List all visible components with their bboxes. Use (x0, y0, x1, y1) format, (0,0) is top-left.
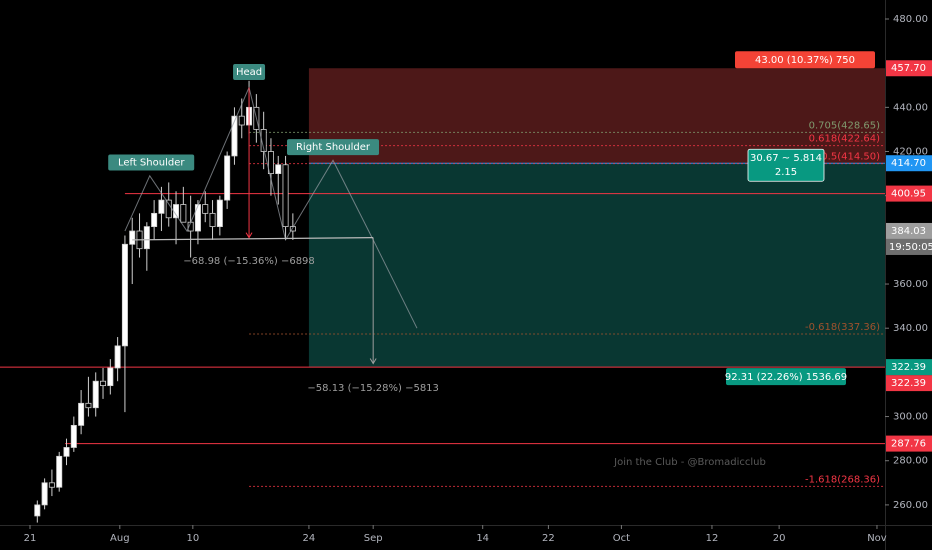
candle-body (202, 204, 209, 214)
level-tag: 457.70 (891, 63, 926, 74)
fib-label: 0.705(428.65) (809, 120, 881, 131)
y-tick-label: 420.00 (893, 147, 928, 158)
x-tick-label: Nov (867, 533, 887, 544)
candle-body (151, 212, 158, 228)
stop-zone (308, 68, 886, 164)
candle-body (100, 380, 107, 387)
pattern-label: Left Shoulder (118, 158, 185, 169)
candle-body (34, 504, 41, 517)
x-tick-label: 12 (706, 533, 719, 544)
y-tick-label: 480.00 (893, 14, 928, 25)
stop-label: 43.00 (10.37%) 750 (755, 55, 855, 66)
ratio-label: 2.15 (775, 167, 797, 178)
x-tick-label: 21 (24, 533, 37, 544)
candle-body (180, 204, 187, 223)
fib-label: -0.618(337.36) (805, 322, 880, 333)
level-tag: 322.39 (891, 378, 926, 389)
x-tick-label: Aug (110, 533, 130, 544)
x-tick-label: 14 (476, 533, 489, 544)
x-tick-label: 22 (542, 533, 555, 544)
measure-label: −68.98 (−15.36%) −6898 (183, 256, 315, 267)
fib-label: 0.618(422.64) (809, 134, 881, 145)
target-label: 92.31 (22.26%) 1536.69 (725, 372, 847, 383)
candle-body (63, 447, 70, 457)
candle-body (143, 226, 150, 250)
candle-body (209, 212, 216, 228)
candle-body (56, 455, 63, 488)
pattern-label-bg (108, 154, 195, 171)
candle-body (92, 380, 99, 409)
level-tag: 400.95 (891, 189, 926, 200)
fib-label: -1.618(268.36) (805, 474, 880, 485)
candle-body (282, 164, 289, 228)
level-tag: 287.76 (891, 439, 926, 450)
candle-body (70, 424, 77, 448)
x-tick-label: Oct (613, 533, 630, 544)
x-tick-label: Sep (364, 533, 383, 544)
candle-body (275, 164, 282, 175)
entry-tag-bg (886, 155, 932, 172)
candle-body (194, 204, 201, 232)
candle-body (224, 155, 231, 201)
x-tick-label: 20 (773, 533, 786, 544)
candle-body (158, 199, 165, 214)
neckline (132, 237, 374, 241)
level-tag-bg (886, 185, 932, 202)
entry-tag: 414.70 (891, 158, 926, 169)
fib-label: 0.5(414.50) (821, 152, 880, 163)
measure-arrow (245, 232, 253, 239)
ratio-label-bg (747, 148, 825, 182)
measure-arrow (369, 358, 377, 365)
y-tick-label: 440.00 (893, 102, 928, 113)
target-label-bg (726, 368, 846, 386)
target-zone (308, 163, 886, 368)
candle-body (121, 243, 128, 347)
y-tick-label: 340.00 (893, 323, 928, 334)
level-tag-bg (886, 60, 932, 77)
candle-body (231, 115, 238, 157)
candle-body (289, 226, 296, 232)
candle-body (107, 367, 114, 387)
pattern-label: Right Shoulder (296, 142, 371, 153)
candle-body (216, 199, 223, 228)
candle-body (238, 115, 245, 126)
y-tick-label: 360.00 (893, 279, 928, 290)
watermark: Join the Club - @Bromadicclub (613, 457, 766, 468)
candle-body (78, 402, 85, 426)
target-tag-bg (886, 359, 932, 376)
measure-label: −58.13 (−15.28%) −5813 (307, 383, 439, 394)
level-tag-bg (886, 435, 932, 452)
last-time-bg (886, 238, 932, 255)
last-price-tag-bg (886, 222, 932, 239)
candle-body (173, 204, 180, 219)
target-tag: 322.39 (891, 362, 926, 373)
candle-body (129, 230, 136, 245)
y-tick-label: 280.00 (893, 456, 928, 467)
pattern-label-bg (287, 139, 380, 156)
candle-body (48, 482, 55, 488)
last-time: 19:50:05 (889, 242, 932, 253)
pattern-label-bg (233, 64, 266, 81)
y-tick-label: 260.00 (893, 500, 928, 511)
candle-body (85, 402, 92, 409)
x-tick-label: 24 (303, 533, 316, 544)
candle-body (114, 345, 121, 369)
candle-body (267, 151, 274, 175)
candle-body (165, 199, 172, 219)
y-tick-label: 300.00 (893, 412, 928, 423)
level-tag-bg (886, 375, 932, 392)
stop-label-bg (735, 51, 875, 69)
pattern-line (124, 85, 418, 329)
last-price-tag: 384.03 (891, 226, 926, 237)
candle-body (260, 129, 267, 152)
pattern-label: Head (236, 67, 262, 78)
ratio-label: 30.67 ~ 5.814 (750, 153, 822, 164)
candle-body (41, 482, 48, 506)
x-tick-label: 10 (186, 533, 199, 544)
